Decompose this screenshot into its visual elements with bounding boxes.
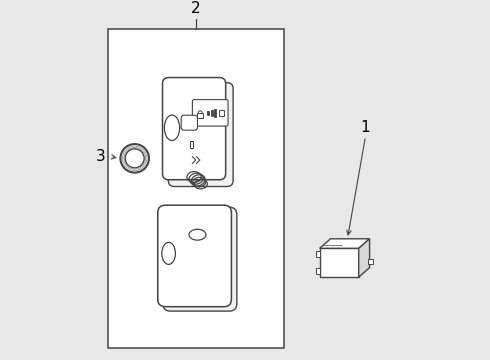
Circle shape [121,144,149,172]
FancyBboxPatch shape [181,115,197,130]
Ellipse shape [189,229,206,240]
FancyBboxPatch shape [163,207,237,311]
Ellipse shape [164,115,180,140]
Bar [190,141,193,148]
Text: 3: 3 [96,149,106,164]
FancyBboxPatch shape [163,77,226,180]
FancyBboxPatch shape [168,83,233,186]
Bar [319,248,359,277]
Text: 2: 2 [191,1,200,16]
Bar [219,110,224,116]
Bar [211,110,213,116]
FancyBboxPatch shape [193,100,228,126]
Bar [197,113,203,118]
Bar [107,30,284,348]
Ellipse shape [162,242,175,264]
Bar [207,111,209,114]
FancyBboxPatch shape [158,205,231,307]
Bar [214,109,216,117]
Text: 1: 1 [361,120,370,135]
Bar [368,260,373,264]
Polygon shape [319,239,369,248]
Bar [316,268,319,274]
Circle shape [125,149,144,168]
Polygon shape [359,239,369,277]
Bar [316,251,319,257]
